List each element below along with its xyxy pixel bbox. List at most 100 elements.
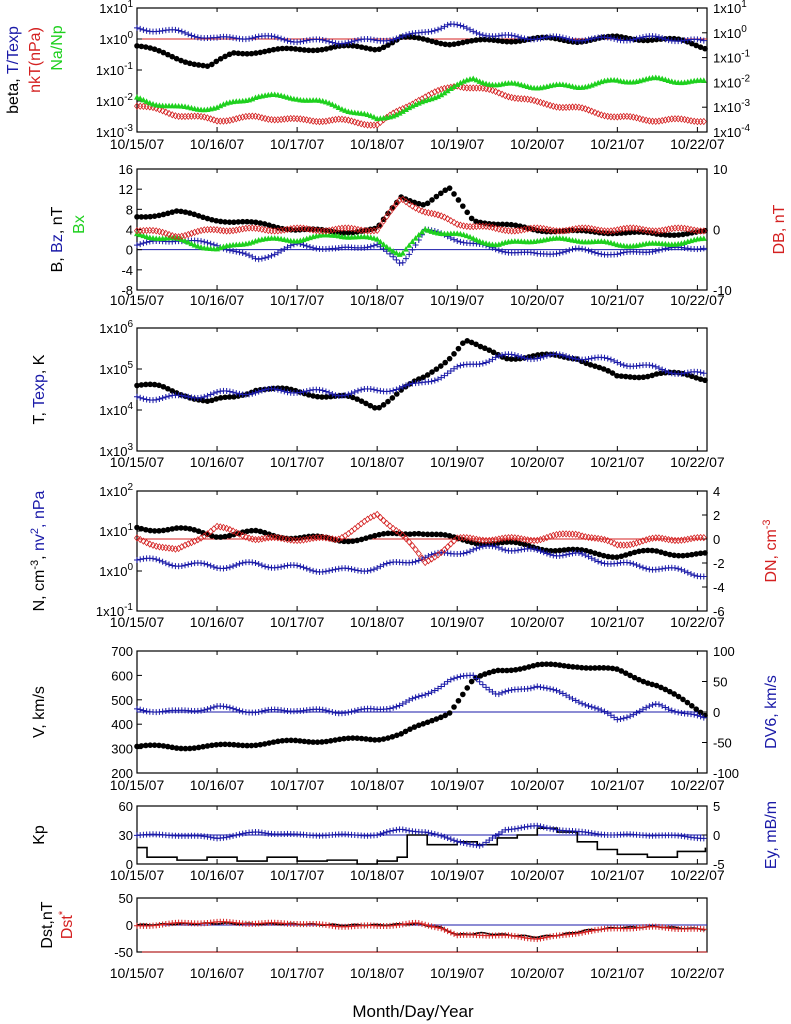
data-point bbox=[601, 354, 608, 361]
data-point bbox=[631, 374, 638, 381]
y-tick-label: 1x103 bbox=[99, 442, 133, 459]
data-point bbox=[305, 47, 312, 54]
data-point bbox=[322, 98, 329, 105]
data-point bbox=[380, 531, 387, 537]
data-point bbox=[521, 355, 528, 362]
data-point bbox=[338, 106, 345, 112]
data-point bbox=[178, 208, 184, 215]
data-point bbox=[451, 930, 458, 937]
data-point bbox=[370, 113, 377, 120]
data-point bbox=[438, 531, 444, 538]
data-point bbox=[292, 46, 299, 52]
data-point bbox=[499, 667, 506, 674]
data-point bbox=[281, 226, 288, 234]
data-point bbox=[406, 827, 413, 834]
data-point bbox=[275, 46, 281, 52]
data-point bbox=[697, 245, 704, 252]
data-point bbox=[354, 119, 361, 127]
data-point bbox=[376, 222, 382, 229]
data-point bbox=[446, 185, 453, 191]
data-point bbox=[684, 552, 691, 559]
data-point bbox=[431, 924, 438, 931]
data-point bbox=[361, 517, 368, 526]
x-tick-label: 10/19/07 bbox=[430, 965, 485, 981]
y2-tick-label: 1x10-4 bbox=[713, 123, 751, 140]
data-point bbox=[146, 99, 153, 106]
data-point bbox=[591, 704, 598, 711]
data-point bbox=[540, 824, 547, 831]
panel-frame bbox=[136, 7, 708, 133]
data-point bbox=[655, 365, 662, 372]
data-point bbox=[386, 522, 393, 530]
data-point bbox=[563, 530, 570, 538]
data-point bbox=[492, 354, 499, 361]
data-point bbox=[441, 833, 448, 840]
data-point bbox=[596, 551, 603, 558]
data-point bbox=[255, 560, 262, 567]
data-point bbox=[253, 50, 259, 56]
data-point bbox=[402, 31, 409, 38]
data-point bbox=[531, 684, 538, 691]
x-tick-label: 10/18/07 bbox=[350, 867, 405, 883]
data-point bbox=[636, 34, 643, 41]
data-point bbox=[348, 38, 355, 45]
data-point bbox=[169, 388, 176, 394]
data-point bbox=[609, 554, 616, 560]
data-point bbox=[479, 360, 486, 367]
data-point bbox=[137, 556, 144, 563]
data-point bbox=[591, 249, 598, 256]
x-tick-label: 10/19/07 bbox=[430, 136, 485, 152]
data-point bbox=[165, 743, 171, 750]
data-point bbox=[655, 117, 662, 125]
data-point bbox=[636, 548, 642, 555]
data-point bbox=[210, 525, 217, 533]
data-point bbox=[470, 222, 477, 231]
y2-tick-label: 50 bbox=[713, 675, 727, 690]
data-point bbox=[223, 524, 230, 533]
data-point bbox=[143, 226, 150, 235]
data-point bbox=[230, 527, 237, 535]
data-point bbox=[380, 516, 387, 525]
data-point bbox=[582, 701, 589, 708]
x-tick-label: 10/20/07 bbox=[510, 777, 565, 793]
data-point bbox=[447, 836, 454, 843]
data-point bbox=[614, 554, 620, 560]
data-point bbox=[253, 527, 259, 534]
data-point bbox=[425, 227, 432, 233]
data-point bbox=[399, 700, 406, 707]
data-point bbox=[137, 535, 144, 544]
data-point bbox=[688, 703, 695, 709]
data-point bbox=[363, 45, 369, 51]
data-point bbox=[431, 27, 438, 34]
data-point bbox=[162, 108, 169, 116]
data-point bbox=[226, 51, 233, 58]
data-point bbox=[354, 537, 360, 544]
data-point bbox=[605, 368, 611, 374]
data-point bbox=[255, 829, 262, 836]
data-point bbox=[173, 525, 180, 531]
data-point bbox=[671, 35, 677, 42]
data-point bbox=[633, 539, 640, 547]
data-point bbox=[429, 531, 435, 538]
data-point bbox=[204, 392, 211, 399]
data-point bbox=[246, 391, 253, 398]
data-point bbox=[300, 38, 307, 45]
data-point bbox=[156, 212, 162, 219]
data-point bbox=[618, 373, 625, 379]
data-point bbox=[266, 47, 272, 54]
data-point bbox=[655, 701, 662, 708]
data-point bbox=[137, 394, 144, 401]
data-point bbox=[396, 34, 403, 41]
data-point bbox=[348, 390, 355, 397]
data-point bbox=[598, 707, 605, 714]
data-point bbox=[547, 933, 554, 940]
data-point bbox=[566, 247, 573, 254]
y-tick-label: 200 bbox=[111, 766, 133, 781]
x-tick-label: 10/16/07 bbox=[190, 867, 245, 883]
data-point bbox=[611, 113, 618, 121]
data-point bbox=[345, 538, 352, 545]
data-point bbox=[592, 363, 598, 369]
data-point bbox=[655, 34, 662, 41]
data-point bbox=[534, 536, 541, 545]
data-point bbox=[150, 555, 157, 562]
